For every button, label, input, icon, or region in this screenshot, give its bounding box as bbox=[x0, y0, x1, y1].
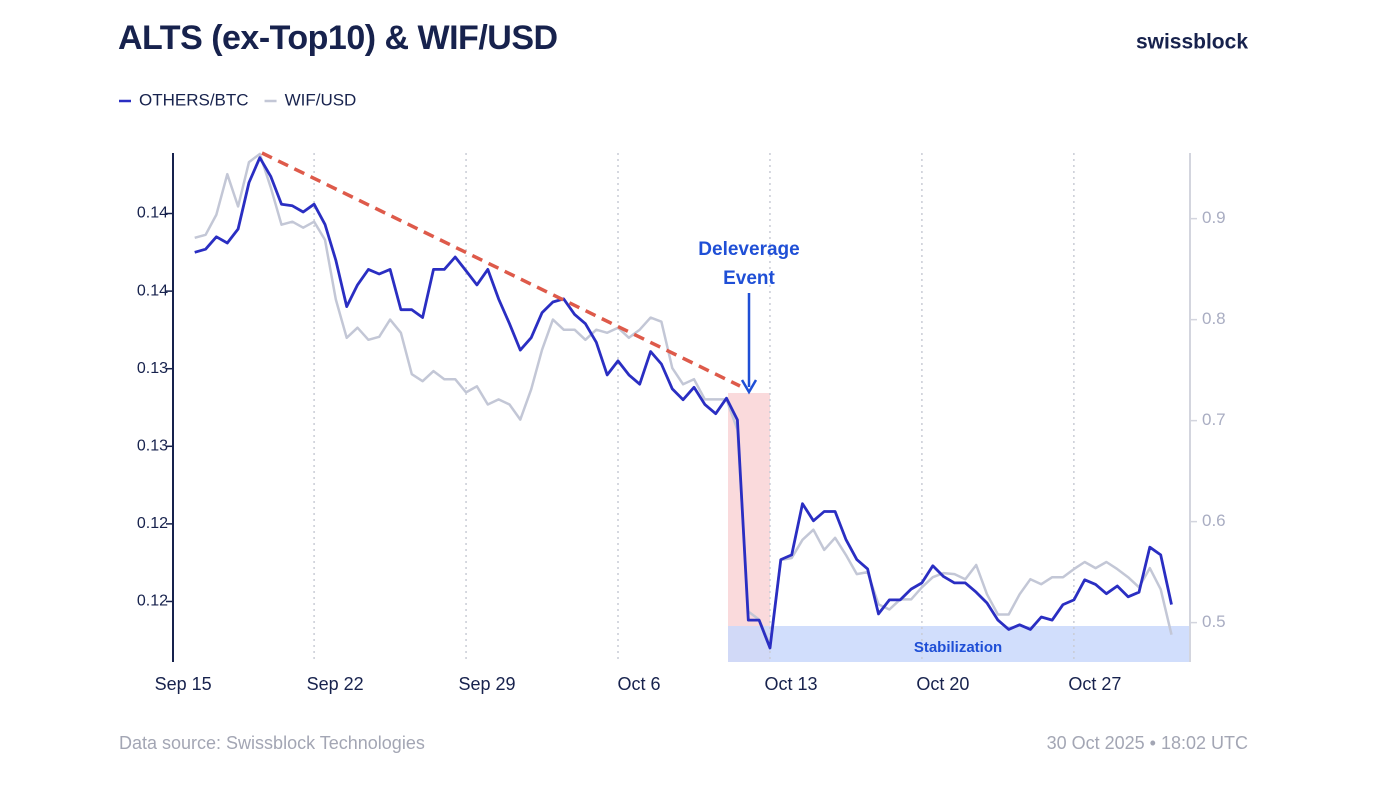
annotation: Stabilization bbox=[914, 639, 1002, 656]
timestamp: 30 Oct 2025 • 18:02 UTC bbox=[1047, 733, 1248, 753]
trend-line bbox=[261, 151, 741, 388]
legend-label: OTHERS/BTC bbox=[139, 90, 249, 109]
series-line bbox=[194, 152, 1173, 647]
annotation: Event bbox=[723, 268, 775, 289]
chart-title: ALTS (ex-Top10) & WIF/USD bbox=[118, 19, 558, 57]
deleverage-region bbox=[728, 393, 770, 662]
legend-label: WIF/USD bbox=[285, 90, 357, 109]
y-tick-label: 0.12 bbox=[137, 593, 168, 610]
y-tick-label: 0.12 bbox=[137, 515, 168, 532]
y2-tick-label: 0.5 bbox=[1202, 612, 1226, 631]
y2-tick-label: 0.6 bbox=[1202, 511, 1226, 530]
x-tick-label: Oct 6 bbox=[617, 674, 660, 694]
y-tick-label: 0.14 bbox=[137, 282, 168, 299]
annotation: Deleverage bbox=[698, 239, 799, 260]
y-tick-label: 0.13 bbox=[137, 360, 168, 377]
series-line bbox=[194, 156, 1173, 650]
y-tick-label: 0.14 bbox=[137, 205, 168, 222]
brand-logo: swissblock bbox=[1136, 31, 1248, 54]
x-tick-label: Oct 13 bbox=[764, 674, 817, 694]
x-tick-label: Sep 22 bbox=[307, 674, 364, 694]
y2-tick-label: 0.9 bbox=[1202, 208, 1226, 227]
x-tick-label: Sep 15 bbox=[155, 674, 212, 694]
x-tick-label: Oct 27 bbox=[1068, 674, 1121, 694]
y-tick-label: 0.13 bbox=[137, 438, 168, 455]
y2-tick-label: 0.7 bbox=[1202, 410, 1226, 429]
x-tick-label: Oct 20 bbox=[916, 674, 969, 694]
stabilization-region bbox=[728, 626, 1190, 662]
source: Data source: Swissblock Technologies bbox=[119, 733, 425, 753]
annotation-arrowhead bbox=[740, 379, 758, 395]
y2-tick-label: 0.8 bbox=[1202, 309, 1226, 328]
x-tick-label: Sep 29 bbox=[459, 674, 516, 694]
